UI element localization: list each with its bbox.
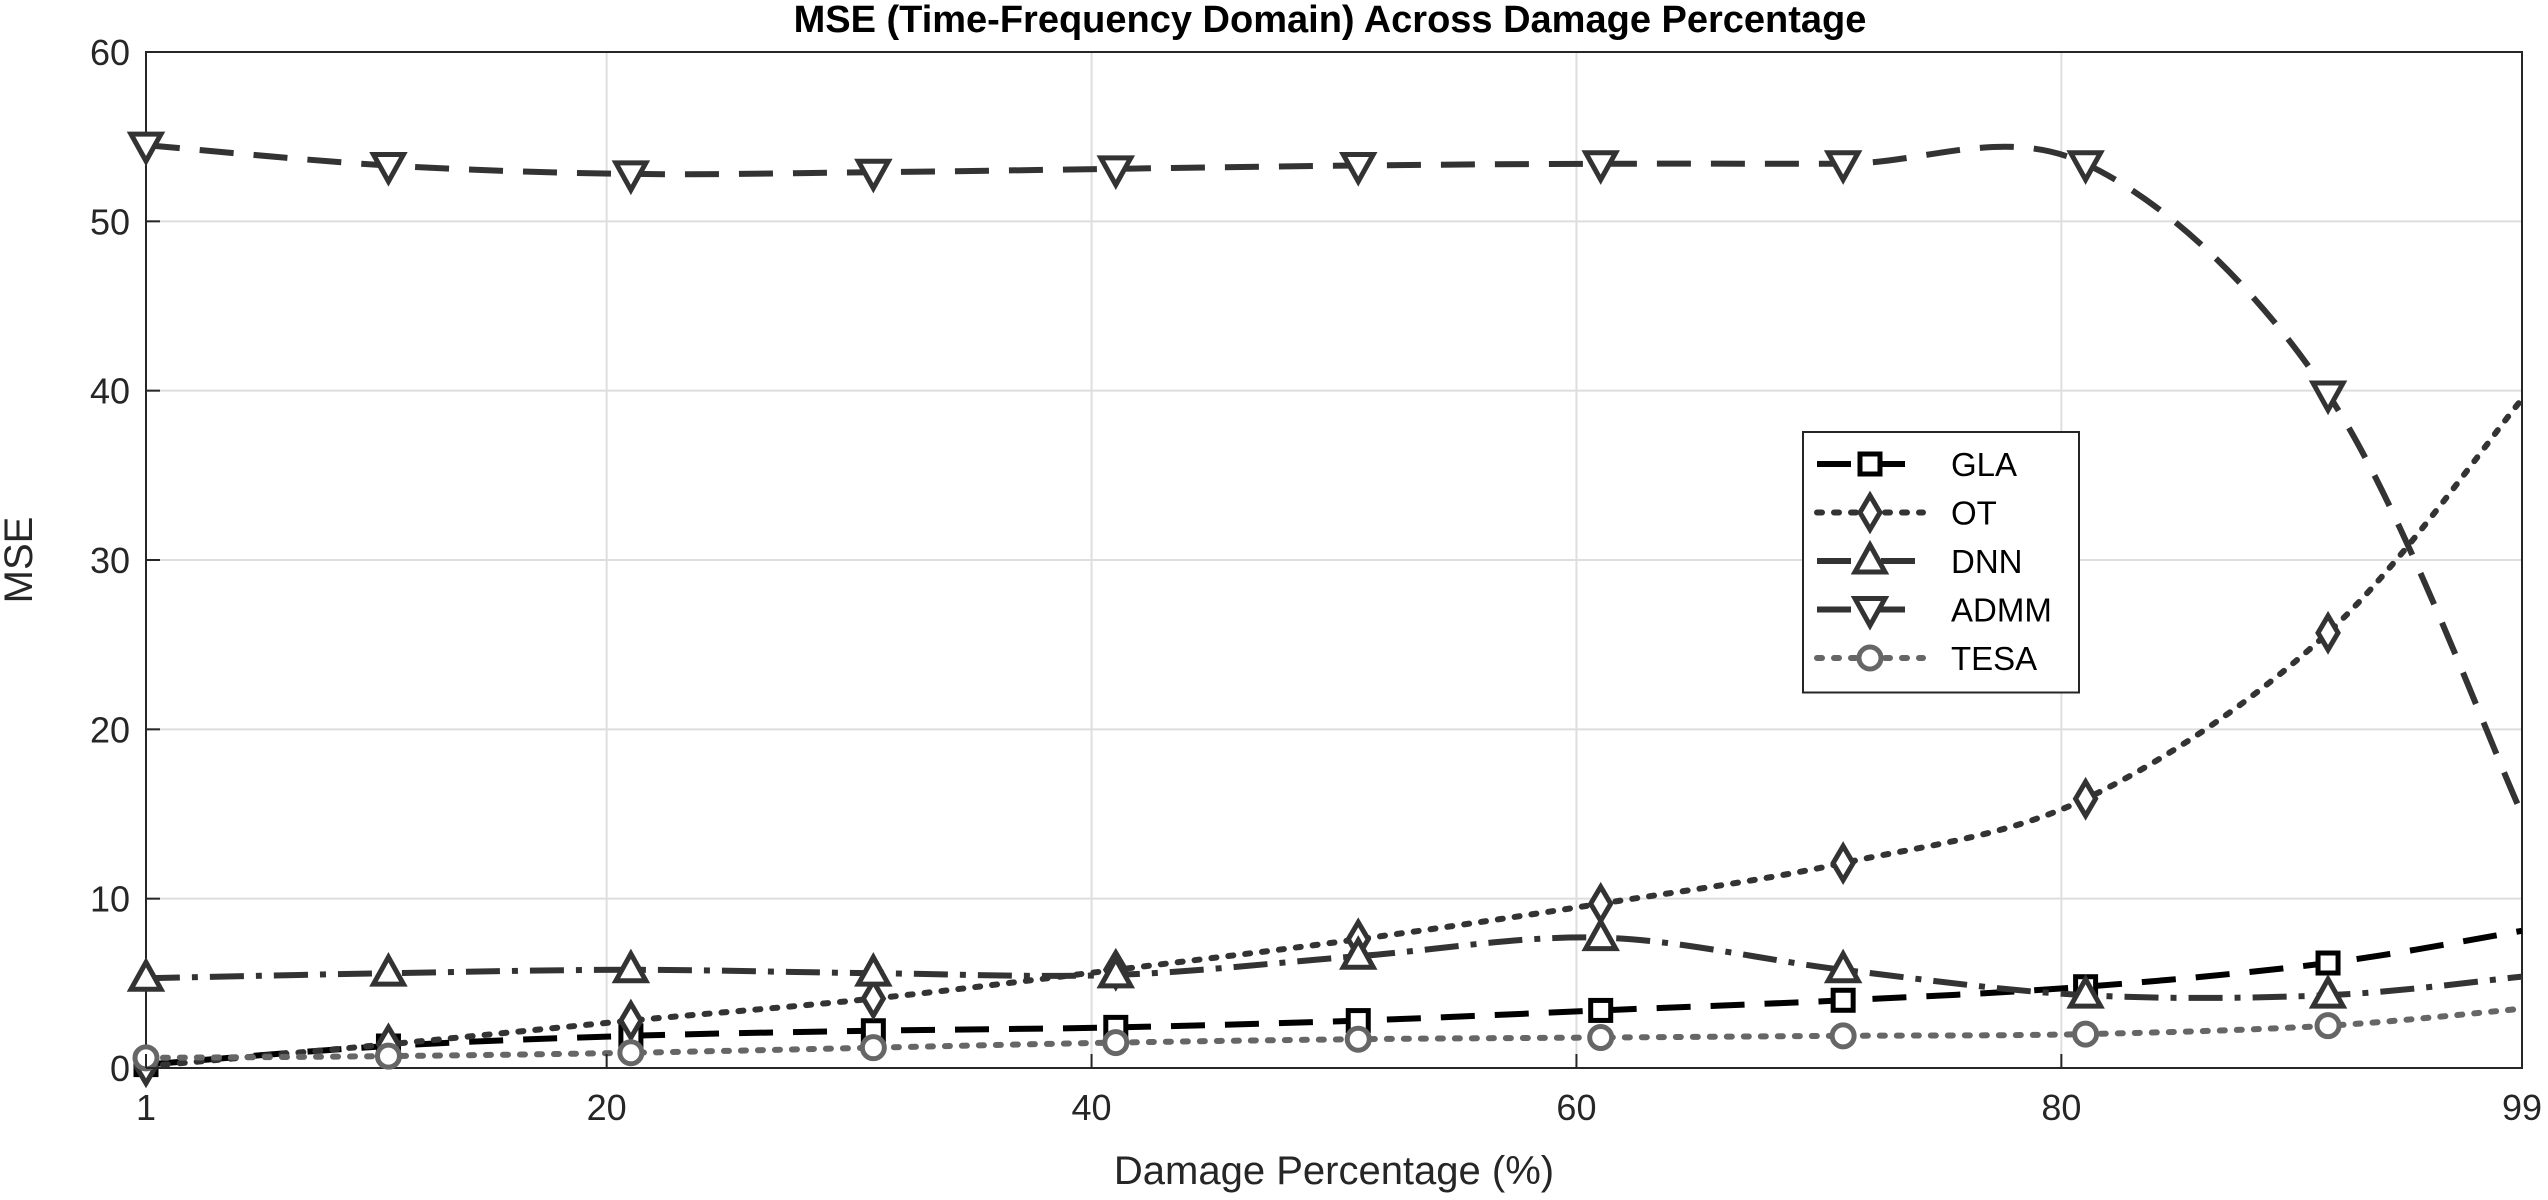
data-point-admm	[854, 158, 893, 194]
legend-marker-ot	[1857, 490, 1883, 535]
tick-labels: 0 10 20 30 40 50 60 1 20 40 60 80 99	[90, 32, 2542, 1128]
series-line-ot	[143, 396, 2525, 1070]
series-layer	[126, 131, 2525, 1089]
y-tick-label: 30	[90, 540, 130, 581]
y-tick-label: 10	[90, 879, 130, 920]
data-point-admm	[1581, 150, 1620, 185]
data-point-tesa	[2072, 1020, 2100, 1048]
legend-marker-tesa	[1856, 644, 1884, 672]
data-point-tesa	[2314, 1012, 2342, 1040]
x-tick-label: 99	[2502, 1087, 2542, 1128]
legend-label-dnn: DNN	[1951, 543, 2023, 580]
x-tick-label: 20	[587, 1087, 627, 1128]
data-point-tesa	[1344, 1025, 1372, 1053]
data-point-ot	[617, 998, 644, 1043]
data-point-gla	[2315, 950, 2341, 976]
data-point-dnn	[369, 952, 408, 987]
legend-item-tesa: TESA	[1814, 640, 2037, 677]
data-point-dnn	[1581, 916, 1620, 952]
legend-label-tesa: TESA	[1951, 640, 2037, 677]
data-point-gla	[1588, 997, 1614, 1023]
y-tick-label: 40	[90, 371, 130, 412]
data-point-dnn	[611, 948, 651, 984]
legend-marker-dnn	[1850, 539, 1890, 575]
data-point-dnn	[1096, 953, 1136, 989]
x-axis-label: Damage Percentage (%)	[1114, 1149, 1554, 1193]
legend-item-admm: ADMM	[1817, 592, 2052, 631]
data-point-tesa	[1587, 1024, 1615, 1052]
legend-item-dnn: DNN	[1817, 539, 2023, 580]
y-tick-label: 50	[90, 201, 130, 242]
data-point-tesa	[859, 1034, 887, 1062]
x-tick-label: 80	[2041, 1087, 2081, 1128]
legend-item-ot: OT	[1814, 490, 1997, 535]
data-point-admm	[2308, 380, 2348, 416]
legend-marker-gla	[1857, 451, 1883, 477]
data-point-ot	[1830, 841, 1857, 886]
series-line-dnn	[145, 934, 2523, 1001]
legend-item-gla: GLA	[1817, 446, 2017, 483]
data-point-admm	[369, 151, 408, 187]
data-point-admm	[1338, 151, 1378, 187]
y-axis-label: MSE	[0, 517, 41, 604]
x-tick-label: 1	[136, 1087, 156, 1128]
legend-label-admm: ADMM	[1951, 592, 2052, 629]
data-point-tesa	[1829, 1022, 1857, 1050]
data-point-dnn	[854, 952, 893, 987]
data-point-tesa	[374, 1042, 402, 1070]
data-point-dnn	[2066, 974, 2105, 1009]
legend-marker-admm	[1850, 596, 1890, 631]
x-tick-label: 60	[1556, 1087, 1596, 1128]
data-point-admm	[1823, 150, 1863, 185]
data-point-admm	[2066, 150, 2105, 185]
data-point-ot	[860, 976, 887, 1021]
series-dnn	[126, 916, 2523, 1009]
chart-title: MSE (Time-Frequency Domain) Across Damag…	[794, 0, 1867, 41]
data-point-dnn	[126, 957, 166, 992]
data-point-tesa	[617, 1039, 645, 1067]
legend-label-ot: OT	[1951, 495, 1997, 532]
data-point-admm	[611, 160, 651, 196]
data-point-admm	[126, 131, 166, 167]
legend-label-gla: GLA	[1951, 446, 2017, 483]
y-tick-label: 0	[110, 1048, 130, 1089]
x-tick-label: 40	[1072, 1087, 1112, 1128]
data-point-dnn	[2308, 974, 2348, 1009]
data-point-tesa	[1102, 1029, 1130, 1057]
y-tick-label: 20	[90, 709, 130, 750]
data-point-ot	[2072, 776, 2099, 821]
data-point-dnn	[1823, 948, 1863, 984]
series-admm	[126, 131, 2525, 816]
series-tesa	[132, 1005, 2525, 1072]
data-point-admm	[1096, 155, 1136, 190]
y-tick-label: 60	[90, 32, 130, 73]
data-point-gla	[1830, 987, 1856, 1013]
series-line-admm	[145, 142, 2525, 816]
data-point-ot	[2315, 610, 2341, 655]
legend: GLA OT DNN ADMM TESA	[1802, 431, 2080, 694]
data-point-dnn	[1338, 935, 1378, 970]
